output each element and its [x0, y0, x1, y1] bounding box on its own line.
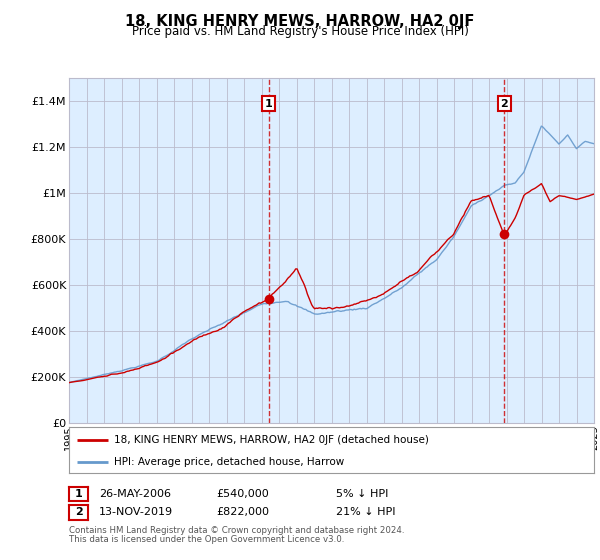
Text: 18, KING HENRY MEWS, HARROW, HA2 0JF: 18, KING HENRY MEWS, HARROW, HA2 0JF: [125, 14, 475, 29]
Text: 5% ↓ HPI: 5% ↓ HPI: [336, 489, 388, 499]
Text: £540,000: £540,000: [216, 489, 269, 499]
Text: 26-MAY-2006: 26-MAY-2006: [99, 489, 171, 499]
Text: Contains HM Land Registry data © Crown copyright and database right 2024.: Contains HM Land Registry data © Crown c…: [69, 526, 404, 535]
Text: 2: 2: [500, 99, 508, 109]
Text: HPI: Average price, detached house, Harrow: HPI: Average price, detached house, Harr…: [113, 457, 344, 466]
Text: 2: 2: [75, 507, 82, 517]
Text: Price paid vs. HM Land Registry's House Price Index (HPI): Price paid vs. HM Land Registry's House …: [131, 25, 469, 38]
Text: 21% ↓ HPI: 21% ↓ HPI: [336, 507, 395, 517]
Text: 18, KING HENRY MEWS, HARROW, HA2 0JF (detached house): 18, KING HENRY MEWS, HARROW, HA2 0JF (de…: [113, 435, 428, 445]
Text: 13-NOV-2019: 13-NOV-2019: [99, 507, 173, 517]
Text: 1: 1: [75, 489, 82, 499]
Text: 1: 1: [265, 99, 272, 109]
Text: This data is licensed under the Open Government Licence v3.0.: This data is licensed under the Open Gov…: [69, 535, 344, 544]
Text: £822,000: £822,000: [216, 507, 269, 517]
